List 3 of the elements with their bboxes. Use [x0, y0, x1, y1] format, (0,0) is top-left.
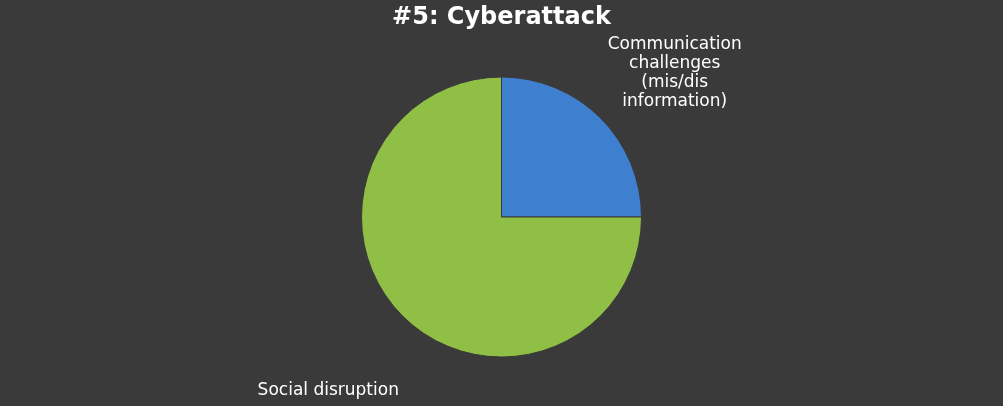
slice-label: Social disruption — [257, 379, 399, 400]
slice-label: Communication challenges (mis/dis information) — [607, 32, 742, 110]
chart-title: #5: Cyberattack — [392, 2, 612, 30]
